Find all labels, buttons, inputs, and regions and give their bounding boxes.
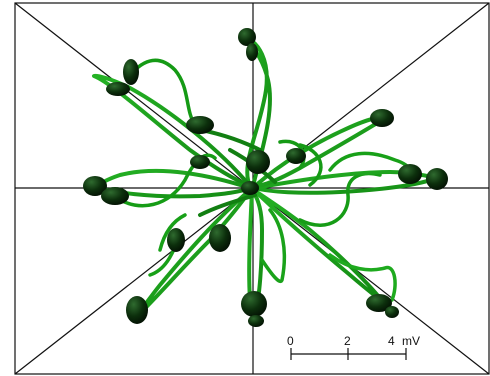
loop-group (92, 36, 438, 322)
blob-bottom-tail (248, 315, 264, 327)
blob-top (238, 28, 256, 46)
scale-label-2: 2 (344, 334, 351, 348)
blob-lower-left-2 (126, 296, 148, 324)
blob-center-origin (241, 181, 259, 195)
blob-bottom (241, 291, 267, 317)
blob-left-tail (101, 187, 129, 205)
blob-top-tail (246, 43, 258, 61)
loop-lower-right-3 (328, 253, 397, 302)
loop-lower-right (252, 188, 385, 304)
scale-bar: 0 2 4 mV (287, 334, 420, 360)
scale-unit: mV (402, 334, 420, 348)
scale-label-4: 4 (388, 334, 395, 348)
loop-left-2 (110, 153, 217, 208)
blob-mid-left (209, 224, 231, 252)
blob-center (246, 150, 270, 174)
blob-center-left (190, 155, 210, 169)
blob-upper-left (123, 59, 139, 85)
blob-upper-left-tail (106, 82, 130, 96)
blob-right-end (426, 168, 448, 190)
blob-right (398, 164, 422, 184)
blob-lower-left (167, 228, 185, 252)
blob-lower-right (366, 294, 392, 312)
blob-upper-right (370, 109, 394, 127)
loop-upper-left-2 (128, 58, 197, 127)
blob-lower-right-tail (385, 306, 399, 318)
loop-bottom-2 (260, 208, 287, 283)
scale-label-0: 0 (287, 334, 294, 348)
blob-left (83, 176, 107, 196)
loop-upper-right-2 (278, 139, 323, 187)
blob-group (83, 28, 448, 327)
blob-upper-center-left (186, 116, 214, 134)
loop-lower-left (131, 188, 252, 322)
blob-center-right (286, 148, 306, 164)
